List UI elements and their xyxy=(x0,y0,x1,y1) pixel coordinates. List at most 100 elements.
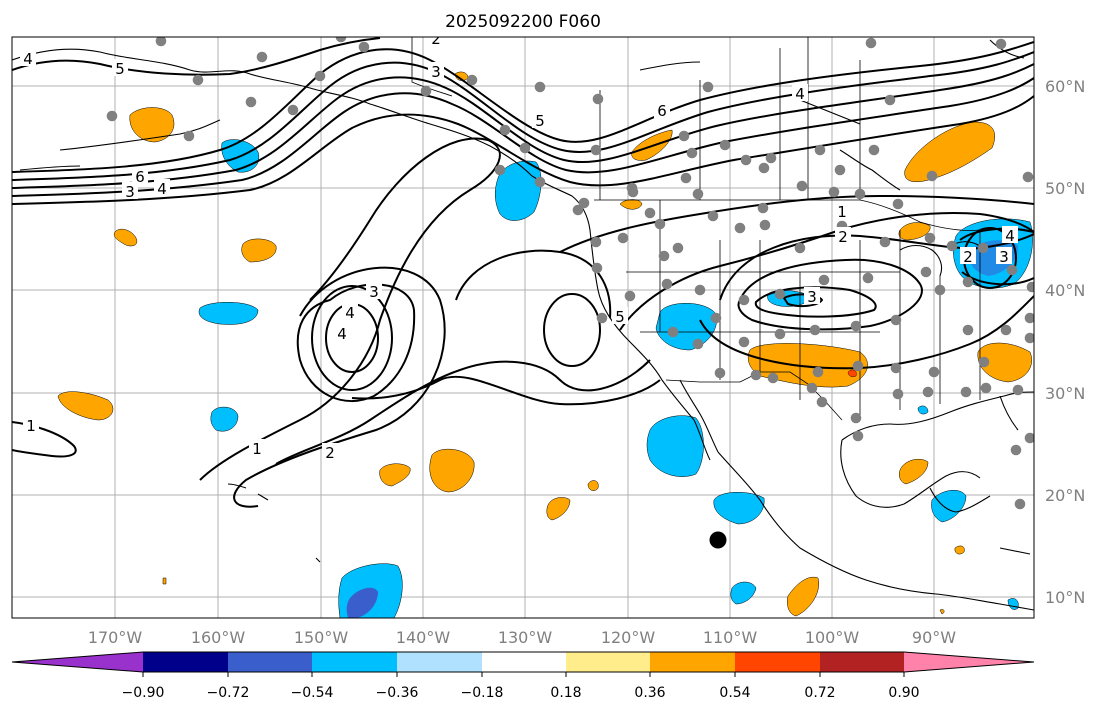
contour-label: 5 xyxy=(115,60,125,78)
colorbar-segment xyxy=(735,652,820,672)
station-dot xyxy=(494,164,506,176)
station-dot xyxy=(774,328,786,340)
contour-label: 2 xyxy=(325,444,335,462)
station-dot xyxy=(978,356,990,368)
station-dot xyxy=(865,37,877,49)
contour-label-bg xyxy=(654,101,670,118)
station-dot xyxy=(962,324,974,336)
contour-label: 2 xyxy=(838,228,848,246)
station-dot xyxy=(812,366,824,378)
contour-label: 5 xyxy=(615,308,625,326)
station-dot xyxy=(192,74,204,86)
station-dot xyxy=(879,236,891,248)
station-dot xyxy=(667,326,679,338)
station-dot xyxy=(1024,432,1034,444)
station-dot xyxy=(1022,171,1034,183)
station-dot xyxy=(738,336,750,348)
station-dot xyxy=(806,382,818,394)
contour-label-bg xyxy=(960,247,976,264)
contour-label-bg xyxy=(132,167,148,184)
colorbar-tick-label: −0.18 xyxy=(461,685,504,701)
colorbar-tick-label: 0.90 xyxy=(888,685,919,701)
contour-label-bg xyxy=(532,111,548,128)
colorbar-segment xyxy=(312,652,397,672)
colorbar-segment xyxy=(397,652,482,672)
station-dot xyxy=(922,386,934,398)
negative-anomaly-patch xyxy=(730,581,757,605)
positive-anomaly-patch xyxy=(977,342,1032,383)
contour-label: 3 xyxy=(807,288,817,306)
positive-anomaly-patch xyxy=(787,576,820,617)
station-dot xyxy=(995,38,1007,50)
station-dot xyxy=(590,236,602,248)
station-dot xyxy=(814,144,826,156)
station-dot xyxy=(809,324,821,336)
station-dot xyxy=(1012,384,1024,396)
contour-label-bg xyxy=(249,439,265,456)
station-dot xyxy=(980,382,992,394)
station-dot xyxy=(758,162,770,174)
station-dot xyxy=(818,274,830,286)
station-dot xyxy=(335,37,347,43)
station-dot xyxy=(892,198,904,210)
contour-label: 3 xyxy=(431,63,441,81)
contour-label: 1 xyxy=(252,440,262,458)
colorbar-extend-max xyxy=(904,652,1034,672)
colorbar-segment xyxy=(228,652,312,672)
map-border xyxy=(11,36,1035,619)
station-dot xyxy=(714,367,726,379)
station-dot xyxy=(734,222,746,234)
station-dot xyxy=(816,396,828,408)
figure-title: 2025092200 F060 xyxy=(445,12,601,32)
contour-label: 3 xyxy=(369,283,379,301)
contour-label-bg xyxy=(112,59,128,76)
positive-anomaly-patch xyxy=(939,609,945,615)
station-dot xyxy=(868,144,880,156)
lat-tick-label: 10°N xyxy=(1045,588,1085,607)
colorbar-tick-label: −0.36 xyxy=(376,685,419,701)
colorbar-tick-label: −0.54 xyxy=(291,685,334,701)
station-dot xyxy=(692,188,704,200)
positive-anomaly-patch xyxy=(899,459,929,485)
station-dot xyxy=(928,366,940,378)
station-dot xyxy=(287,104,299,116)
station-dot xyxy=(1010,444,1022,456)
contour-label: 4 xyxy=(23,50,33,68)
station-dot xyxy=(702,81,714,93)
positive-anomaly-patch xyxy=(429,448,475,493)
station-dot xyxy=(499,124,511,136)
station-dot xyxy=(767,372,779,384)
contour-label-bg xyxy=(835,227,851,244)
station-dot xyxy=(466,74,478,86)
station-dot xyxy=(654,218,666,230)
station-dot xyxy=(155,37,167,47)
lon-tick-label: 160°W xyxy=(191,628,246,647)
lon-tick-label: 100°W xyxy=(805,628,860,647)
contour-label-bg xyxy=(428,62,444,79)
contour-label: 1 xyxy=(26,417,36,435)
contour-label: 2 xyxy=(963,248,973,266)
station-dot xyxy=(920,266,932,278)
station-dot xyxy=(596,312,608,324)
lat-tick-label: 50°N xyxy=(1045,179,1085,198)
positive-anomaly-patch xyxy=(241,238,277,263)
station-dot xyxy=(680,172,692,184)
station-dot xyxy=(774,288,786,300)
contour-label-bg xyxy=(804,287,820,304)
contour-label: 3 xyxy=(999,248,1009,266)
station-dot xyxy=(592,93,604,105)
contour-label-bg xyxy=(322,443,338,460)
strong-negative-patch xyxy=(346,587,378,618)
station-dot xyxy=(962,276,974,288)
negative-anomaly-patch xyxy=(917,405,929,415)
station-dot xyxy=(890,314,902,326)
contour-label: 4 xyxy=(337,325,347,343)
lon-tick-label: 150°W xyxy=(294,628,349,647)
positive-anomaly-patch xyxy=(113,228,138,247)
station-dot xyxy=(183,130,195,142)
station-dot xyxy=(960,386,972,398)
contour-label: 5 xyxy=(535,112,545,130)
colorbar-segment xyxy=(482,652,566,672)
station-dot xyxy=(1000,324,1012,336)
